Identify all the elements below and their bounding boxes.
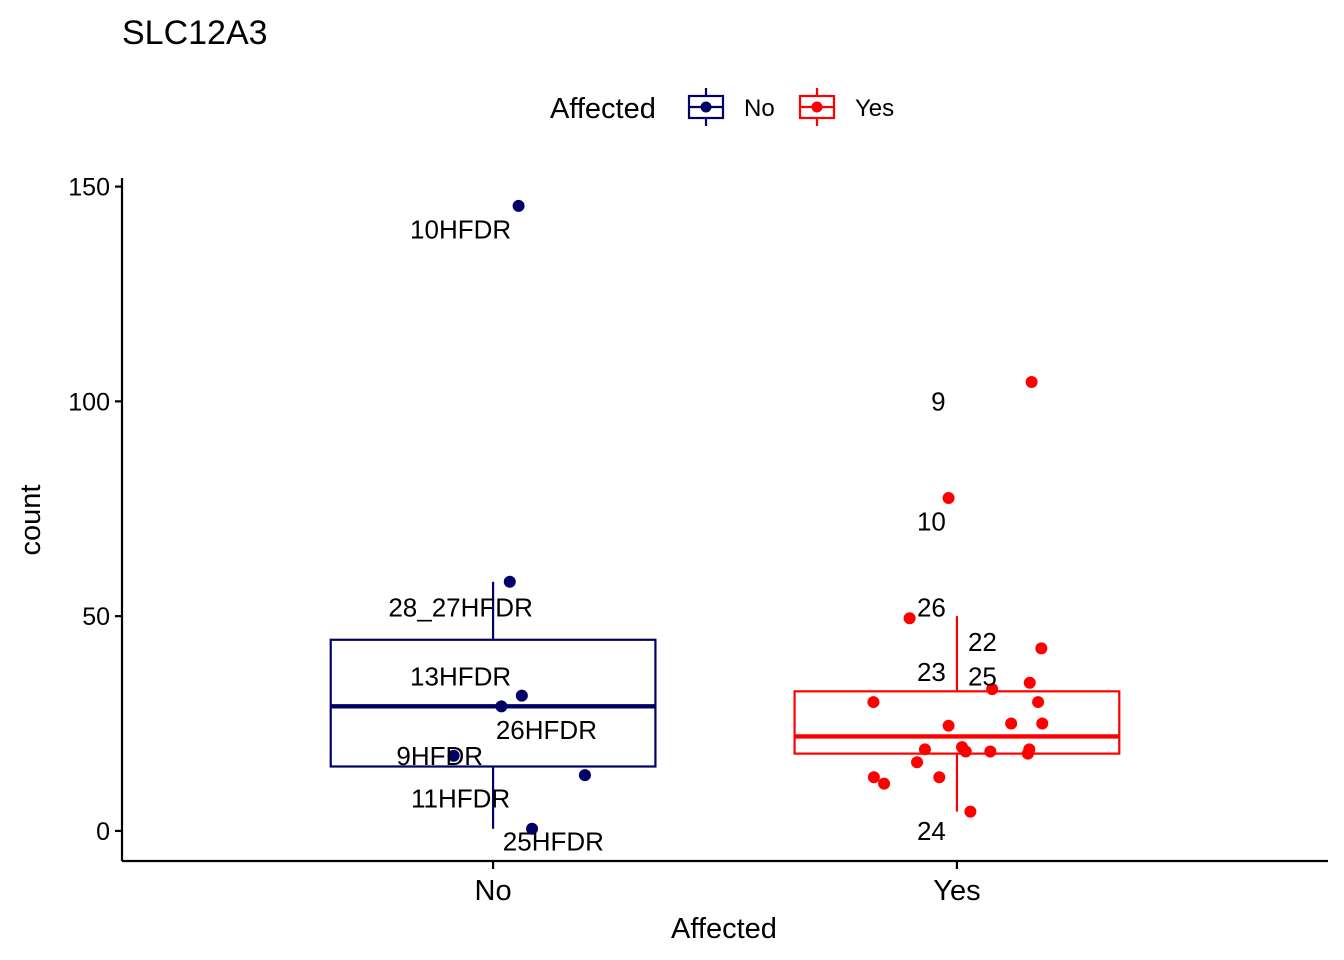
point-label: 9	[931, 386, 945, 416]
series-yes: 9 10 26 22 23 25 24	[793, 376, 1121, 846]
data-point	[1005, 717, 1018, 730]
box	[329, 638, 657, 768]
axes: 0 50 100 150 No Yes	[68, 174, 1328, 907]
point-label: 26HFDR	[496, 715, 597, 745]
y-tick-label: 100	[68, 388, 110, 416]
point-label: 23	[917, 657, 946, 687]
data-point	[959, 745, 972, 758]
data-point	[1023, 676, 1036, 689]
point-label: 26	[917, 593, 946, 623]
data-point	[986, 683, 999, 696]
point-label: 28_27HFDR	[388, 593, 533, 623]
legend-key-yes	[798, 88, 836, 126]
data-point	[867, 771, 880, 784]
data-point	[918, 743, 931, 756]
legend-label-no: No	[744, 95, 775, 122]
data-point	[503, 575, 516, 588]
data-point	[578, 769, 591, 782]
x-tick-label: No	[475, 875, 512, 907]
data-point	[1021, 747, 1034, 760]
data-point	[878, 777, 891, 790]
y-tick-label: 50	[82, 603, 110, 631]
point-label: 9HFDR	[396, 741, 483, 771]
point-label: 10	[917, 507, 946, 537]
data-point	[942, 719, 955, 732]
data-point	[515, 689, 528, 702]
point-label: 22	[968, 627, 997, 657]
data-point	[447, 749, 460, 762]
data-point	[1025, 376, 1038, 389]
data-point	[933, 771, 946, 784]
legend-key-no	[687, 88, 725, 126]
y-tick-label: 0	[96, 818, 110, 846]
point-label: 11HFDR	[411, 784, 510, 814]
point-label: 13HFDR	[410, 661, 511, 691]
box	[793, 690, 1121, 755]
legend: Affected No Yes	[550, 88, 894, 126]
y-axis-title: count	[15, 485, 47, 556]
data-point	[526, 822, 539, 835]
y-tick-label: 150	[68, 174, 110, 202]
series-no: 10HFDR 28_27HFDR 13HFDR 26HFDR 9HFDR 11HFDR 25…	[329, 199, 657, 857]
x-tick-label: Yes	[933, 875, 980, 907]
point-label: 10HFDR	[410, 215, 511, 245]
legend-title: Affected	[550, 93, 656, 125]
data-point	[942, 492, 955, 505]
data-point	[964, 805, 977, 818]
data-point	[1036, 717, 1049, 730]
data-point	[867, 696, 880, 709]
data-point	[1032, 696, 1045, 709]
data-point	[903, 612, 916, 625]
data-point	[512, 199, 525, 212]
legend-label-yes: Yes	[855, 95, 894, 122]
point-label: 25	[968, 661, 997, 691]
chart-title: SLC12A3	[122, 14, 268, 52]
data-point	[911, 756, 924, 769]
point-label: 25HFDR	[503, 827, 604, 857]
data-point	[495, 700, 508, 713]
plot-area: 10HFDR 28_27HFDR 13HFDR 26HFDR 9HFDR 11HFDR 25…	[329, 199, 1121, 857]
data-point	[1035, 642, 1048, 655]
x-axis-title: Affected	[671, 913, 777, 945]
point-label: 24	[917, 816, 946, 846]
data-point	[984, 745, 997, 758]
